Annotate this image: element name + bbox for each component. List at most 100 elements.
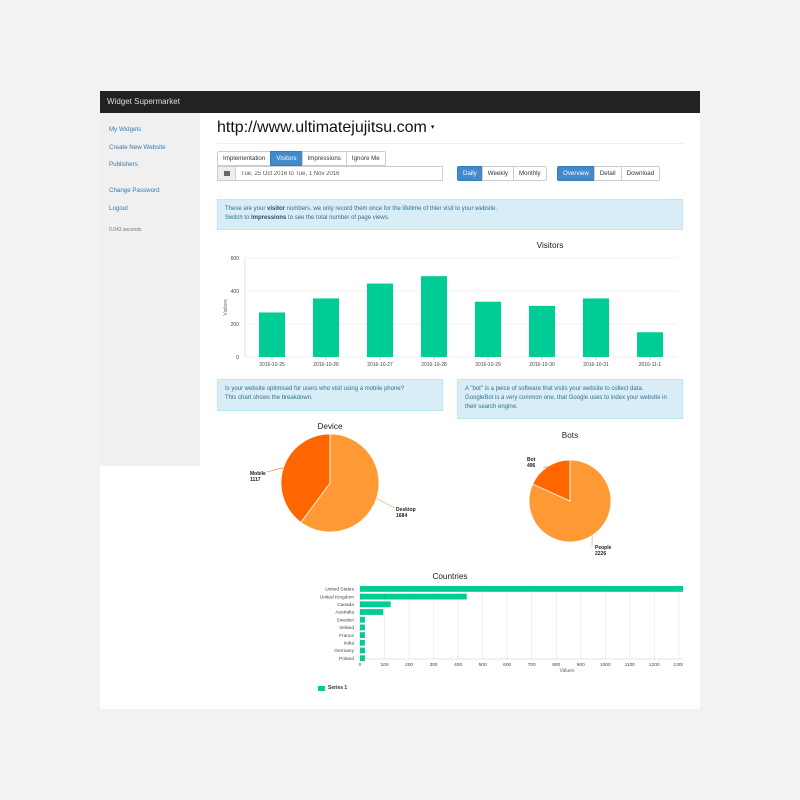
- view-download-button[interactable]: Download: [620, 166, 661, 181]
- bots-chart-title: Bots: [561, 431, 579, 440]
- x-tick-label: 2016-10-30: [529, 362, 555, 368]
- visitors-bar-chart: 0 200 400 600 Visitors 2016-10-25 2016-10-26 20…: [223, 256, 677, 368]
- visitors-bar: [367, 283, 393, 357]
- country-bar: [360, 639, 365, 646]
- info-text: numbers, we only record them once for th…: [285, 206, 498, 212]
- x-tick-label: 1100: [625, 662, 636, 668]
- visitors-bar: [583, 298, 609, 357]
- info-text: Switch to: [225, 214, 252, 221]
- info-text: to see the total number of page views.: [286, 214, 390, 221]
- x-tick-label: 0: [359, 662, 362, 668]
- bots-info-alert: A "bot" is a peice of software that visi…: [457, 379, 683, 419]
- visitors-bar: [421, 276, 447, 357]
- view-overview-button[interactable]: Overview: [557, 166, 595, 181]
- tab-ignore-me[interactable]: Ignore Me: [345, 151, 386, 166]
- top-navbar: Widget Supermarket: [100, 91, 700, 113]
- pie-slice-label: Desktop: [396, 507, 416, 513]
- site-url: http://www.ultimatejujitsu.com: [217, 119, 427, 136]
- pie-slice-value: 1684: [396, 513, 407, 519]
- info-text: Is your website optimised for users who …: [225, 386, 405, 392]
- info-text: A "bot" is a peice of software that visi…: [465, 386, 644, 392]
- x-tick-label: 2016-10-31: [583, 362, 609, 368]
- country-bar: [360, 601, 391, 608]
- info-emphasis: visitor: [267, 206, 286, 212]
- countries-chart-title: Countries: [432, 572, 468, 581]
- sidebar-link-change-password[interactable]: Change Password: [109, 187, 160, 194]
- x-tick-label: 800: [552, 662, 560, 668]
- x-tick-label: 300: [430, 662, 438, 668]
- period-weekly-button[interactable]: Weekly: [481, 166, 514, 181]
- x-tick-label: 900: [577, 662, 585, 668]
- country-bar: [360, 586, 683, 592]
- impressions-link[interactable]: impressions: [251, 214, 287, 221]
- sidebar-link-logout[interactable]: Logout: [109, 205, 128, 212]
- period-monthly-button[interactable]: Monthly: [512, 166, 547, 181]
- country-bar: [360, 624, 365, 631]
- x-axis-label: Values: [560, 668, 575, 674]
- pie-leader-line: [376, 498, 396, 509]
- legend-series-label: Series 1: [328, 685, 348, 691]
- legend-swatch: [318, 685, 325, 691]
- country-bar: [360, 655, 365, 662]
- x-tick-label: 2016-10-26: [313, 362, 339, 368]
- y-tick-label: Canada: [337, 602, 354, 608]
- x-tick-label: 2016-10-28: [421, 362, 447, 368]
- date-range-picker[interactable]: [217, 166, 443, 181]
- date-range-input[interactable]: [236, 167, 436, 180]
- caret-down-icon: ▾: [430, 124, 435, 131]
- y-tick-label: United States: [325, 587, 354, 593]
- divider: [217, 143, 683, 144]
- country-bar: [360, 616, 365, 623]
- y-tick-label: India: [344, 641, 355, 647]
- app-window: Widget Supermarket My Widgets Create New…: [100, 91, 700, 709]
- info-text: These are your: [225, 206, 268, 212]
- x-tick-label: 2016-11-1: [639, 362, 662, 368]
- y-tick-label: Ireland: [339, 625, 354, 631]
- x-tick-label: 200: [405, 662, 413, 668]
- calendar-icon[interactable]: [218, 167, 236, 180]
- report-tabs: Implementation Visitors Impressions Igno…: [217, 151, 386, 166]
- y-axis-label: Visitors: [223, 299, 229, 316]
- x-tick-label: 2016-10-27: [367, 362, 393, 368]
- app-title[interactable]: Widget Supermarket: [107, 97, 180, 106]
- x-tick-label: 1300: [674, 662, 683, 668]
- info-text: This chart shows the breakdown.: [225, 394, 313, 401]
- info-text: their search engine.: [465, 403, 518, 410]
- pie-slice-value: 496: [527, 463, 536, 469]
- mobile-info-alert: Is your website optimised for users who …: [217, 379, 443, 411]
- sidebar: My Widgets Create New Website Publishers…: [100, 113, 200, 466]
- pie-leader-line: [542, 466, 548, 469]
- view-detail-button[interactable]: Detail: [593, 166, 622, 181]
- pie-slice-value: 2226: [595, 551, 606, 557]
- country-bar: [360, 647, 365, 654]
- x-tick-label: 2016-10-25: [259, 362, 285, 368]
- countries-bar-chart: 0 100 200 300 400 500 600 700 800 900 1000 1100 1200…: [320, 585, 683, 674]
- visitors-bar: [475, 301, 501, 357]
- pie-slice-label: Bot: [527, 457, 536, 463]
- country-bar: [360, 593, 467, 600]
- pie-slice-label: People: [595, 545, 612, 551]
- y-tick-label: 400: [231, 289, 240, 295]
- visitors-bar: [259, 312, 285, 357]
- tab-visitors[interactable]: Visitors: [270, 151, 303, 166]
- sidebar-link-my-widgets[interactable]: My Widgets: [109, 126, 142, 133]
- visitors-chart-title: Visitors: [536, 241, 564, 250]
- y-tick-label: Germany: [334, 648, 354, 654]
- period-daily-button[interactable]: Daily: [457, 166, 483, 181]
- sidebar-link-publishers[interactable]: Publishers: [109, 161, 138, 168]
- x-tick-label: 1200: [649, 662, 660, 668]
- x-tick-label: 2016-10-29: [475, 362, 501, 368]
- sidebar-link-create-website[interactable]: Create New Website: [109, 144, 166, 151]
- tab-impressions[interactable]: Impressions: [301, 151, 347, 166]
- x-tick-label: 400: [454, 662, 462, 668]
- site-selector[interactable]: http://www.ultimatejujitsu.com ▾: [217, 119, 434, 137]
- device-chart-title: Device: [317, 422, 343, 431]
- pie-slice-label: Mobile: [250, 471, 266, 477]
- countries-legend[interactable]: Series 1: [318, 685, 347, 691]
- tab-implementation[interactable]: Implementation: [217, 151, 272, 166]
- visitors-bar: [313, 298, 339, 357]
- info-text: GoogleBot is a very common one, that Goo…: [465, 394, 667, 401]
- y-tick-label: 200: [231, 322, 240, 328]
